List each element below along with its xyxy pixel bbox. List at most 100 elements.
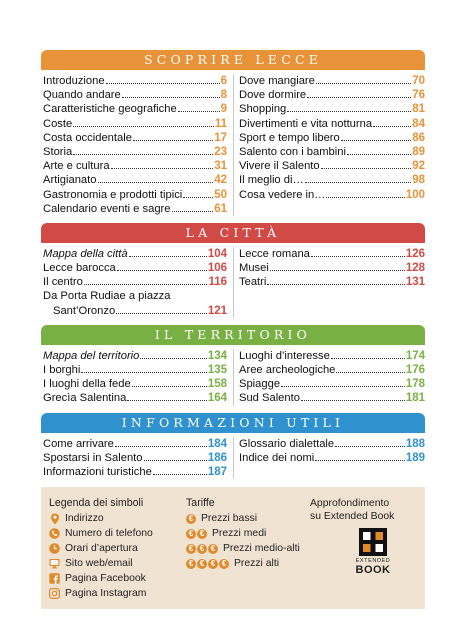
toc-entry-title: Dove mangiare bbox=[239, 75, 315, 87]
toc-entry[interactable]: Coste 11 bbox=[43, 117, 227, 131]
dot-leader bbox=[116, 312, 207, 314]
toc-entry[interactable]: Lecce barocca 106 bbox=[43, 261, 227, 275]
dot-leader bbox=[73, 125, 214, 127]
toc-entry[interactable]: Cosa vedere in… 100 bbox=[239, 188, 425, 202]
section-scoprire-lecce: SCOPRIRE LECCE Introduzione 6 Quando andare… bbox=[41, 50, 425, 216]
toc-entry-title: Musei bbox=[239, 262, 269, 275]
dot-leader bbox=[73, 153, 214, 155]
toc-entry-title: Indice dei nomi bbox=[239, 451, 315, 464]
toc-entry-page: 31 bbox=[214, 160, 227, 173]
toc-entry-page: 98 bbox=[412, 174, 425, 187]
toc-column-left: Mappa del territorio 134 I borghi 135 I luog… bbox=[43, 348, 234, 406]
toc-entry[interactable]: Divertimenti e vita notturna 84 bbox=[239, 117, 425, 131]
legend-label: Orari d’apertura bbox=[65, 543, 138, 554]
toc-entry[interactable]: Vivere il Salento 92 bbox=[239, 159, 425, 173]
toc-entry[interactable]: Sud Salento 181 bbox=[239, 391, 425, 405]
euro-coin-icon: € bbox=[197, 543, 207, 554]
toc-entry[interactable]: I borghi 135 bbox=[43, 363, 227, 377]
toc-entry[interactable]: Quando andare 8 bbox=[43, 88, 227, 102]
dot-leader bbox=[287, 111, 412, 113]
toc-entry-title: Spostarsi in Salento bbox=[43, 451, 143, 464]
extended-book-line-2: su Extended Book bbox=[310, 511, 395, 522]
toc-entry-page: 50 bbox=[214, 188, 227, 201]
toc-entry[interactable]: Aree archeologiche 176 bbox=[239, 363, 425, 377]
toc-entry-page: 76 bbox=[412, 89, 425, 102]
instagram-icon bbox=[49, 588, 60, 599]
section-header: SCOPRIRE LECCE bbox=[41, 50, 425, 70]
toc-entry[interactable]: Lecce romana 126 bbox=[239, 247, 425, 261]
toc-entry[interactable]: Artigianato 42 bbox=[43, 173, 227, 187]
toc-entry[interactable]: Costa occidentale 17 bbox=[43, 131, 227, 145]
toc-entry-title: Salento con i bambini bbox=[239, 145, 346, 158]
tariff-item: € € € € Prezzi alti bbox=[186, 556, 300, 571]
toc-entry-page: 181 bbox=[405, 392, 425, 405]
toc-entry[interactable]: Introduzione 6 bbox=[43, 74, 227, 88]
toc-entry[interactable]: Shopping 81 bbox=[239, 102, 425, 116]
euro-coin-icon: € bbox=[219, 558, 229, 569]
logo-text-top: EXTENDED bbox=[355, 558, 391, 564]
legend-label: Pagina Instagram bbox=[65, 588, 147, 599]
toc-entry[interactable]: Il meglio di… 98 bbox=[239, 173, 425, 187]
euro-coin-icon: € bbox=[186, 528, 196, 539]
toc-entry-title: Cosa vedere in… bbox=[239, 188, 326, 201]
euro-coin-icon: € bbox=[186, 558, 196, 569]
toc-entry[interactable]: Spiagge 178 bbox=[239, 377, 425, 391]
legend-item-hours: Orari d’apertura bbox=[49, 541, 153, 556]
toc-entry-title: I borghi bbox=[43, 364, 81, 376]
toc-entry-page: 104 bbox=[207, 247, 227, 260]
toc-entry[interactable]: Salento con i bambini 89 bbox=[239, 145, 425, 159]
toc-entry[interactable]: Musei 128 bbox=[239, 261, 425, 275]
extended-book-note: Approfondimento su Extended Book bbox=[310, 497, 394, 523]
toc-entry[interactable]: Sport e tempo libero 86 bbox=[239, 131, 425, 145]
toc-entry[interactable]: Arte e cultura 31 bbox=[43, 159, 227, 173]
toc-entry[interactable]: Sant’Oronzo 121 bbox=[43, 304, 227, 318]
toc-entry[interactable]: Teatri 131 bbox=[239, 275, 425, 289]
toc-entry-title: Shopping bbox=[239, 103, 287, 116]
dot-leader bbox=[116, 270, 207, 272]
toc-entry[interactable]: Glossario dialettale 188 bbox=[239, 437, 425, 451]
toc-entry[interactable]: Grecìa Salentina 164 bbox=[43, 391, 227, 405]
toc-entry-page: 135 bbox=[207, 364, 227, 376]
tariff-item: € € Prezzi medi bbox=[186, 526, 300, 541]
tariff-label: Prezzi medio-alti bbox=[223, 543, 300, 554]
toc-entry-title: Costa occidentale bbox=[43, 131, 132, 144]
toc-entry[interactable]: Come arrivare 184 bbox=[43, 437, 227, 451]
dot-leader bbox=[105, 83, 220, 84]
toc-column-left: Come arrivare 184 Spostarsi in Salento 186 I… bbox=[43, 436, 234, 480]
toc-entry[interactable]: Informazioni turistiche 187 bbox=[43, 465, 227, 479]
toc-entry-title: Il centro bbox=[43, 276, 83, 289]
toc-entry-title: I luoghi della fede bbox=[43, 378, 131, 391]
logo-text-bottom: BOOK bbox=[355, 564, 391, 576]
toc-entry-page: 184 bbox=[207, 437, 227, 450]
toc-column-right: Luoghi d’interesse 174 Aree archeologiche 1… bbox=[234, 349, 425, 406]
toc-entry-title: Glossario dialettale bbox=[239, 437, 335, 450]
toc-entry-title: Spiagge bbox=[239, 378, 281, 391]
toc-entry[interactable]: Calendario eventi e sagre 61 bbox=[43, 202, 227, 216]
toc-entry[interactable]: Luoghi d’interesse 174 bbox=[239, 349, 425, 363]
legend-item-web: Sito web/email bbox=[49, 556, 153, 571]
toc-entry-page: 116 bbox=[208, 276, 227, 289]
toc-entry-title: Aree archeologiche bbox=[239, 364, 336, 376]
toc-entry[interactable]: Spostarsi in Salento 186 bbox=[43, 451, 227, 465]
toc-entry[interactable]: Indice dei nomi 189 bbox=[239, 451, 425, 465]
toc-entry[interactable]: Gastronomia e prodotti tipici 50 bbox=[43, 188, 227, 202]
toc-entry[interactable]: I luoghi della fede 158 bbox=[43, 377, 227, 391]
euro-coin-icon: € bbox=[186, 513, 196, 524]
dot-leader bbox=[83, 284, 208, 286]
legend-label: Indirizzo bbox=[65, 513, 104, 524]
toc-entry[interactable]: Dove mangiare 70 bbox=[239, 74, 425, 88]
toc-entry[interactable]: Storia 23 bbox=[43, 145, 227, 159]
dot-leader bbox=[310, 255, 405, 257]
toc-entry-page: 86 bbox=[412, 131, 425, 144]
toc-entry[interactable]: Mappa del territorio 134 bbox=[43, 349, 227, 363]
symbols-legend-title: Legenda dei simboli bbox=[49, 497, 144, 509]
dot-leader bbox=[330, 357, 405, 359]
toc-entry[interactable]: Mappa della città 104 bbox=[43, 247, 227, 261]
toc-entry[interactable]: Il centro 116 bbox=[43, 275, 227, 289]
toc-entry[interactable]: Dove dormire 76 bbox=[239, 88, 425, 102]
toc-entry-page: 189 bbox=[405, 451, 425, 464]
dot-leader bbox=[373, 125, 412, 127]
toc-entry-title: Introduzione bbox=[43, 75, 105, 87]
toc-entry[interactable]: Caratteristiche geografiche 9 bbox=[43, 102, 227, 116]
toc-entry[interactable]: Da Porta Rudiae a piazza bbox=[43, 289, 227, 303]
